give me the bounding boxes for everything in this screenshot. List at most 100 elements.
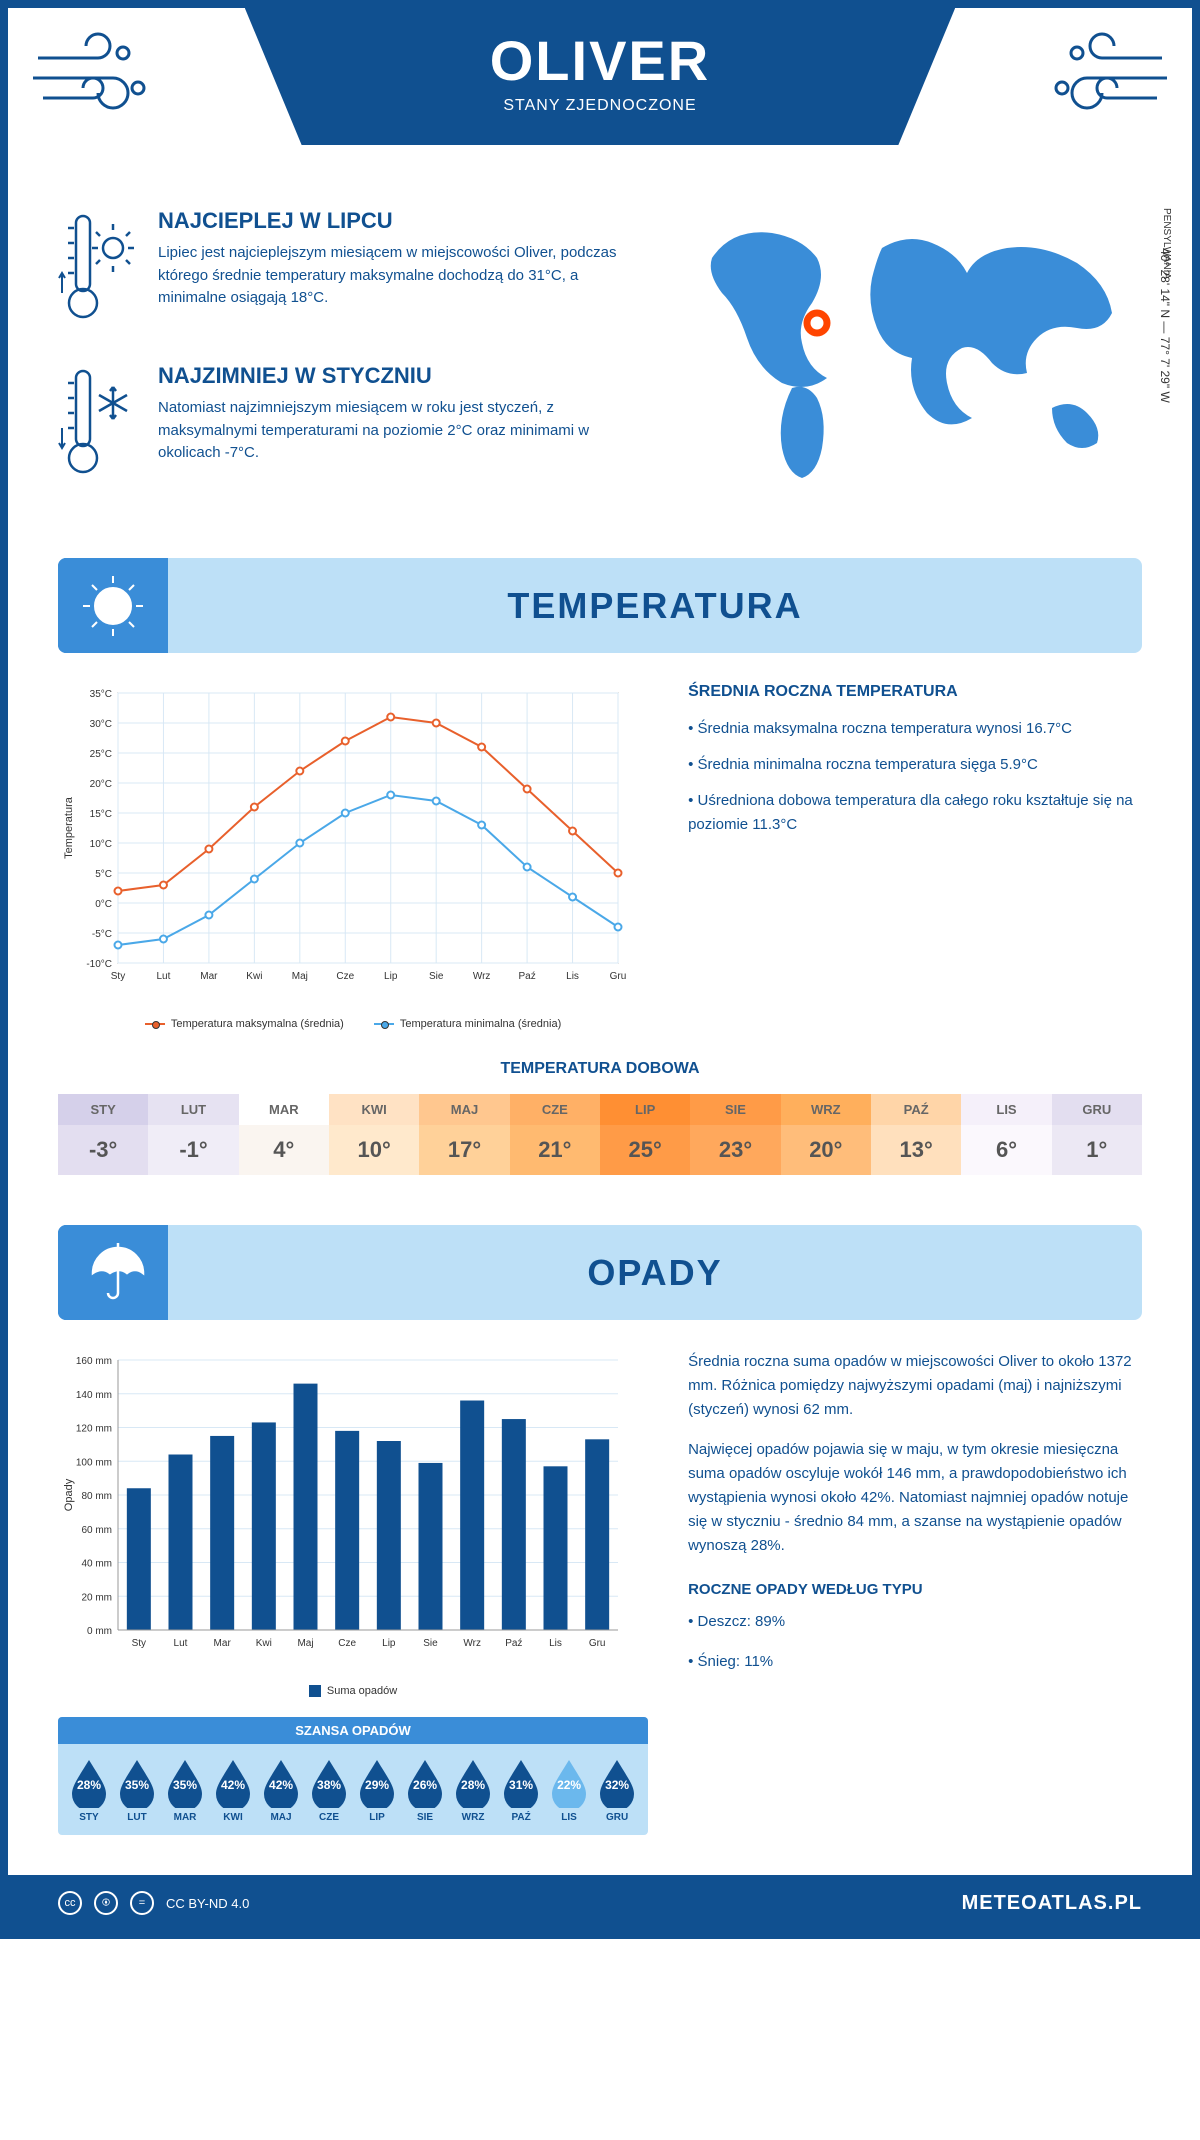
svg-text:Sty: Sty	[132, 1638, 146, 1649]
legend-min: Temperatura minimalna (średnia)	[374, 1018, 561, 1030]
daily-month: KWI	[329, 1094, 419, 1125]
daily-temp: TEMPERATURA DOBOWA STYLUTMARKWIMAJCZELIP…	[58, 1060, 1142, 1175]
drop-icon: 28%	[452, 1756, 494, 1808]
svg-text:Wrz: Wrz	[473, 971, 491, 982]
svg-text:15°C: 15°C	[90, 809, 112, 820]
legend-max: Temperatura maksymalna (średnia)	[145, 1018, 344, 1030]
precip-info: Średnia roczna suma opadów w miejscowośc…	[688, 1350, 1142, 1835]
cold-desc: Natomiast najzimniejszym miesiącem w rok…	[158, 397, 622, 465]
svg-text:Lis: Lis	[549, 1638, 562, 1649]
chance-grid: 28% STY 35% LUT 35% MAR 42% KWI 42% MAJ …	[58, 1744, 648, 1835]
chance-cell: 26% SIE	[402, 1756, 448, 1823]
chance-cell: 35% LUT	[114, 1756, 160, 1823]
svg-text:Paź: Paź	[505, 1638, 522, 1649]
drop-icon: 28%	[68, 1756, 110, 1808]
precip-section-title: OPADY	[168, 1252, 1142, 1294]
world-map	[662, 208, 1142, 488]
hot-desc: Lipiec jest najcieplejszym miesiącem w m…	[158, 242, 622, 310]
svg-text:Lis: Lis	[566, 971, 579, 982]
precip-snow: • Śnieg: 11%	[688, 1650, 1142, 1674]
svg-text:Opady: Opady	[63, 1478, 75, 1511]
svg-text:Lut: Lut	[174, 1638, 188, 1649]
svg-text:Kwi: Kwi	[256, 1638, 272, 1649]
svg-text:Gru: Gru	[610, 971, 627, 982]
hot-text: NAJCIEPLEJ W LIPCU Lipiec jest najcieple…	[158, 208, 622, 333]
chance-cell: 29% LIP	[354, 1756, 400, 1823]
drop-icon: 42%	[212, 1756, 254, 1808]
svg-text:Maj: Maj	[297, 1638, 313, 1649]
chance-cell: 42% KWI	[210, 1756, 256, 1823]
drop-icon: 22%	[548, 1756, 590, 1808]
svg-text:Lip: Lip	[384, 971, 398, 982]
coords-label: 40° 28' 14" N — 77° 7' 29" W	[1158, 248, 1172, 403]
svg-text:5°C: 5°C	[95, 869, 112, 880]
drop-icon: 29%	[356, 1756, 398, 1808]
chance-cell: 38% CZE	[306, 1756, 352, 1823]
svg-text:Wrz: Wrz	[463, 1638, 481, 1649]
svg-text:10°C: 10°C	[90, 839, 112, 850]
svg-text:80 mm: 80 mm	[81, 1491, 112, 1502]
daily-value: 25°	[600, 1125, 690, 1175]
svg-text:-10°C: -10°C	[86, 959, 112, 970]
chance-cell: 31% PAŹ	[498, 1756, 544, 1823]
header: OLIVER STANY ZJEDNOCZONE	[8, 8, 1192, 188]
wind-icon-left	[28, 28, 168, 128]
daily-month: WRZ	[781, 1094, 871, 1125]
daily-month: MAR	[239, 1094, 329, 1125]
hot-block: NAJCIEPLEJ W LIPCU Lipiec jest najcieple…	[58, 208, 622, 333]
drop-icon: 32%	[596, 1756, 638, 1808]
svg-text:Lut: Lut	[157, 971, 171, 982]
svg-text:Mar: Mar	[214, 1638, 232, 1649]
chance-cell: 32% GRU	[594, 1756, 640, 1823]
svg-text:Paź: Paź	[518, 971, 535, 982]
drop-icon: 31%	[500, 1756, 542, 1808]
svg-text:Sie: Sie	[429, 971, 444, 982]
svg-text:Sty: Sty	[111, 971, 125, 982]
intro-section: NAJCIEPLEJ W LIPCU Lipiec jest najcieple…	[58, 208, 1142, 518]
daily-value: 6°	[961, 1125, 1051, 1175]
temp-section-header: TEMPERATURA	[58, 558, 1142, 653]
cc-icon: cc	[58, 1891, 82, 1915]
daily-value: 20°	[781, 1125, 871, 1175]
daily-value: 10°	[329, 1125, 419, 1175]
cold-text: NAJZIMNIEJ W STYCZNIU Natomiast najzimni…	[158, 363, 622, 488]
temp-section: -10°C-5°C0°C5°C10°C15°C20°C25°C30°C35°CS…	[58, 683, 1142, 1030]
daily-month: GRU	[1052, 1094, 1142, 1125]
drop-icon: 38%	[308, 1756, 350, 1808]
daily-month: STY	[58, 1094, 148, 1125]
page-title: OLIVER	[325, 28, 875, 93]
temp-line-chart: -10°C-5°C0°C5°C10°C15°C20°C25°C30°C35°CS…	[58, 683, 638, 1003]
temp-legend: Temperatura maksymalna (średnia) Tempera…	[58, 1018, 648, 1030]
daily-value: 17°	[419, 1125, 509, 1175]
map-box: PENSYLWANIA 40° 28' 14" N — 77° 7' 29" W	[662, 208, 1142, 518]
precip-chart-box: 0 mm20 mm40 mm60 mm80 mm100 mm120 mm140 …	[58, 1350, 648, 1835]
by-icon: 🅯	[94, 1891, 118, 1915]
chance-cell: 28% STY	[66, 1756, 112, 1823]
page: OLIVER STANY ZJEDNOCZONE	[0, 0, 1200, 1939]
daily-temp-grid: STYLUTMARKWIMAJCZELIPSIEWRZPAŹLISGRU-3°-…	[58, 1094, 1142, 1175]
svg-text:30°C: 30°C	[90, 719, 112, 730]
svg-text:Sie: Sie	[423, 1638, 438, 1649]
precip-para-2: Najwięcej opadów pojawia się w maju, w t…	[688, 1438, 1142, 1558]
chance-cell: 22% LIS	[546, 1756, 592, 1823]
cold-block: NAJZIMNIEJ W STYCZNIU Natomiast najzimni…	[58, 363, 622, 488]
thermometer-cold-icon	[58, 363, 138, 488]
nd-icon: =	[130, 1891, 154, 1915]
daily-month: LIS	[961, 1094, 1051, 1125]
cold-title: NAJZIMNIEJ W STYCZNIU	[158, 363, 622, 389]
license-text: CC BY-ND 4.0	[166, 1896, 249, 1911]
temp-section-title: TEMPERATURA	[168, 585, 1142, 627]
daily-value: 4°	[239, 1125, 329, 1175]
daily-month: LIP	[600, 1094, 690, 1125]
temp-info: ŚREDNIA ROCZNA TEMPERATURA • Średnia mak…	[688, 683, 1142, 1030]
svg-text:25°C: 25°C	[90, 749, 112, 760]
temp-bullet-0: • Średnia maksymalna roczna temperatura …	[688, 717, 1142, 741]
daily-temp-title: TEMPERATURA DOBOWA	[58, 1060, 1142, 1078]
temp-bullet-1: • Średnia minimalna roczna temperatura s…	[688, 753, 1142, 777]
drop-icon: 42%	[260, 1756, 302, 1808]
thermometer-hot-icon	[58, 208, 138, 333]
chance-cell: 35% MAR	[162, 1756, 208, 1823]
wind-icon-right	[1032, 28, 1172, 128]
daily-month: SIE	[690, 1094, 780, 1125]
chance-box: SZANSA OPADÓW 28% STY 35% LUT 35% MAR 42…	[58, 1717, 648, 1835]
